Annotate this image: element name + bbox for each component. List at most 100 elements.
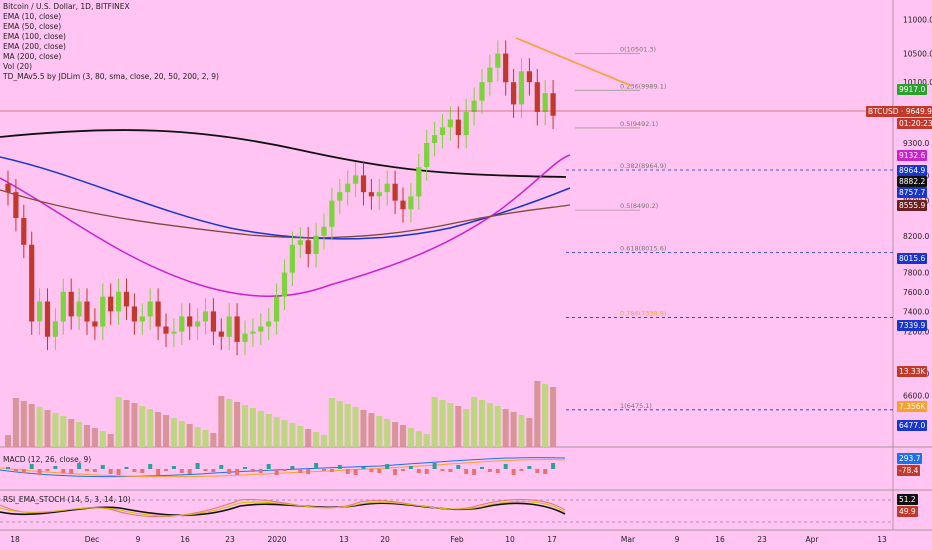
candle-body — [274, 296, 280, 322]
volume-bar — [486, 403, 493, 447]
volume-bar — [202, 430, 209, 447]
volume-bar — [84, 425, 90, 447]
macd-hist-bar — [250, 469, 255, 472]
legend-ema200: EMA (200, close) — [3, 42, 66, 51]
candle-body — [368, 192, 374, 197]
volume-bar — [344, 404, 351, 447]
candle-body — [487, 67, 493, 83]
volume-bar — [147, 409, 154, 447]
macd-hist-bar — [116, 469, 121, 475]
fib-label: 0.5(8490.2) — [620, 202, 658, 210]
price-tag: 9917.0 — [897, 84, 928, 95]
macd-hist-bar — [377, 469, 382, 473]
volume-bar — [36, 407, 43, 447]
volume-bar — [400, 425, 406, 447]
candle-body — [337, 192, 343, 201]
volume-bar — [139, 406, 146, 447]
macd-hist-bar — [290, 466, 295, 469]
macd-hist-bar — [480, 467, 484, 469]
price-tag: 7339.9 — [897, 320, 928, 331]
macd-hist-bar — [448, 469, 453, 472]
price-tag: 8015.6 — [897, 253, 928, 264]
macd-hist-bar — [440, 469, 445, 471]
candle-body — [60, 291, 66, 322]
x-tick-label: 9 — [675, 535, 680, 544]
macd-hist-bar — [92, 469, 97, 472]
macd-hist-bar — [322, 469, 326, 471]
price-tag: 7.356K — [897, 401, 928, 412]
candle-body — [511, 82, 517, 105]
volume-bar — [60, 416, 67, 447]
candle-body — [179, 316, 185, 332]
candle-body — [139, 316, 145, 322]
x-tick-label: 13 — [877, 535, 887, 544]
legend-td: TD_MAv5.5 by JDLim (3, 80, sma, close, 2… — [3, 72, 219, 81]
candle-body — [202, 311, 209, 322]
macd-hist-bar — [551, 463, 556, 469]
volume-bar — [542, 384, 549, 447]
price-tag: 8964.9 — [897, 165, 928, 176]
candle-body — [92, 321, 98, 327]
volume-bar — [226, 399, 233, 447]
candle-body — [534, 82, 540, 112]
macd-hist-bar — [416, 469, 421, 473]
time-axis[interactable]: 18 Dec 9 16 23 2020 13 20 Feb 10 17 Mar 9 16 23 Apr 13 — [10, 535, 887, 544]
macd-hist-bar — [274, 469, 279, 475]
candle-body — [147, 301, 153, 317]
macd-hist-bar — [487, 469, 492, 472]
candle-body — [5, 183, 11, 193]
candle-body — [353, 175, 359, 184]
macd-hist-bar — [345, 469, 350, 474]
trendline[interactable] — [515, 37, 633, 87]
candle-body — [195, 321, 201, 327]
volume-bar — [305, 429, 312, 447]
candle-body — [218, 331, 224, 337]
candle-body — [226, 316, 232, 337]
macd-hist-bar — [37, 469, 42, 475]
volume-bars — [5, 381, 557, 447]
volume-bar — [384, 419, 391, 447]
macd-hist-bar — [527, 466, 532, 469]
volume-bar — [28, 404, 35, 447]
candle-body — [108, 296, 114, 312]
macd-hist-bar — [282, 469, 287, 471]
candle-body — [408, 196, 414, 210]
y-tick-label: 10100.0 — [903, 78, 932, 87]
candle-body — [297, 240, 303, 245]
candle-body — [100, 296, 106, 327]
candlesticks[interactable] — [5, 40, 556, 356]
volume-bar — [328, 398, 335, 447]
candle-body — [321, 226, 327, 236]
fib-label: 0.5(9492.1) — [620, 120, 658, 128]
ema200-line — [0, 129, 567, 178]
candle-body — [463, 111, 469, 136]
volume-bar — [12, 398, 19, 447]
candle-body — [479, 82, 485, 101]
volume-bar — [352, 407, 359, 447]
volume-bar — [170, 418, 177, 447]
volume-bar — [447, 403, 454, 447]
macd-hist-bar — [195, 463, 200, 469]
macd-hist-bar — [45, 469, 50, 471]
volume-bar — [242, 405, 248, 447]
candle-body — [76, 301, 82, 317]
candle-body — [455, 119, 461, 136]
macd-hist-bar — [85, 469, 89, 471]
macd-pane — [0, 457, 566, 478]
macd-hist-bar — [456, 465, 461, 469]
candle-body — [29, 244, 35, 322]
chart-legend: Bitcoin / U.S. Dollar, 1D, BITFINEX EMA … — [3, 2, 219, 82]
macd-hist-bar — [29, 464, 34, 469]
macd-hist-bar — [266, 464, 271, 469]
candle-body — [84, 301, 90, 322]
price-tag: 8555.9 — [897, 200, 928, 211]
volume-bar — [76, 422, 83, 447]
candle-body — [495, 53, 501, 68]
macd-hist-bar — [227, 469, 232, 474]
candle-body — [305, 240, 311, 254]
fib-label: 0.786(7339.9) — [620, 309, 666, 317]
candle-body — [313, 235, 319, 254]
volume-bar — [423, 434, 430, 447]
y-tick-label: 6600.0 — [903, 392, 929, 401]
